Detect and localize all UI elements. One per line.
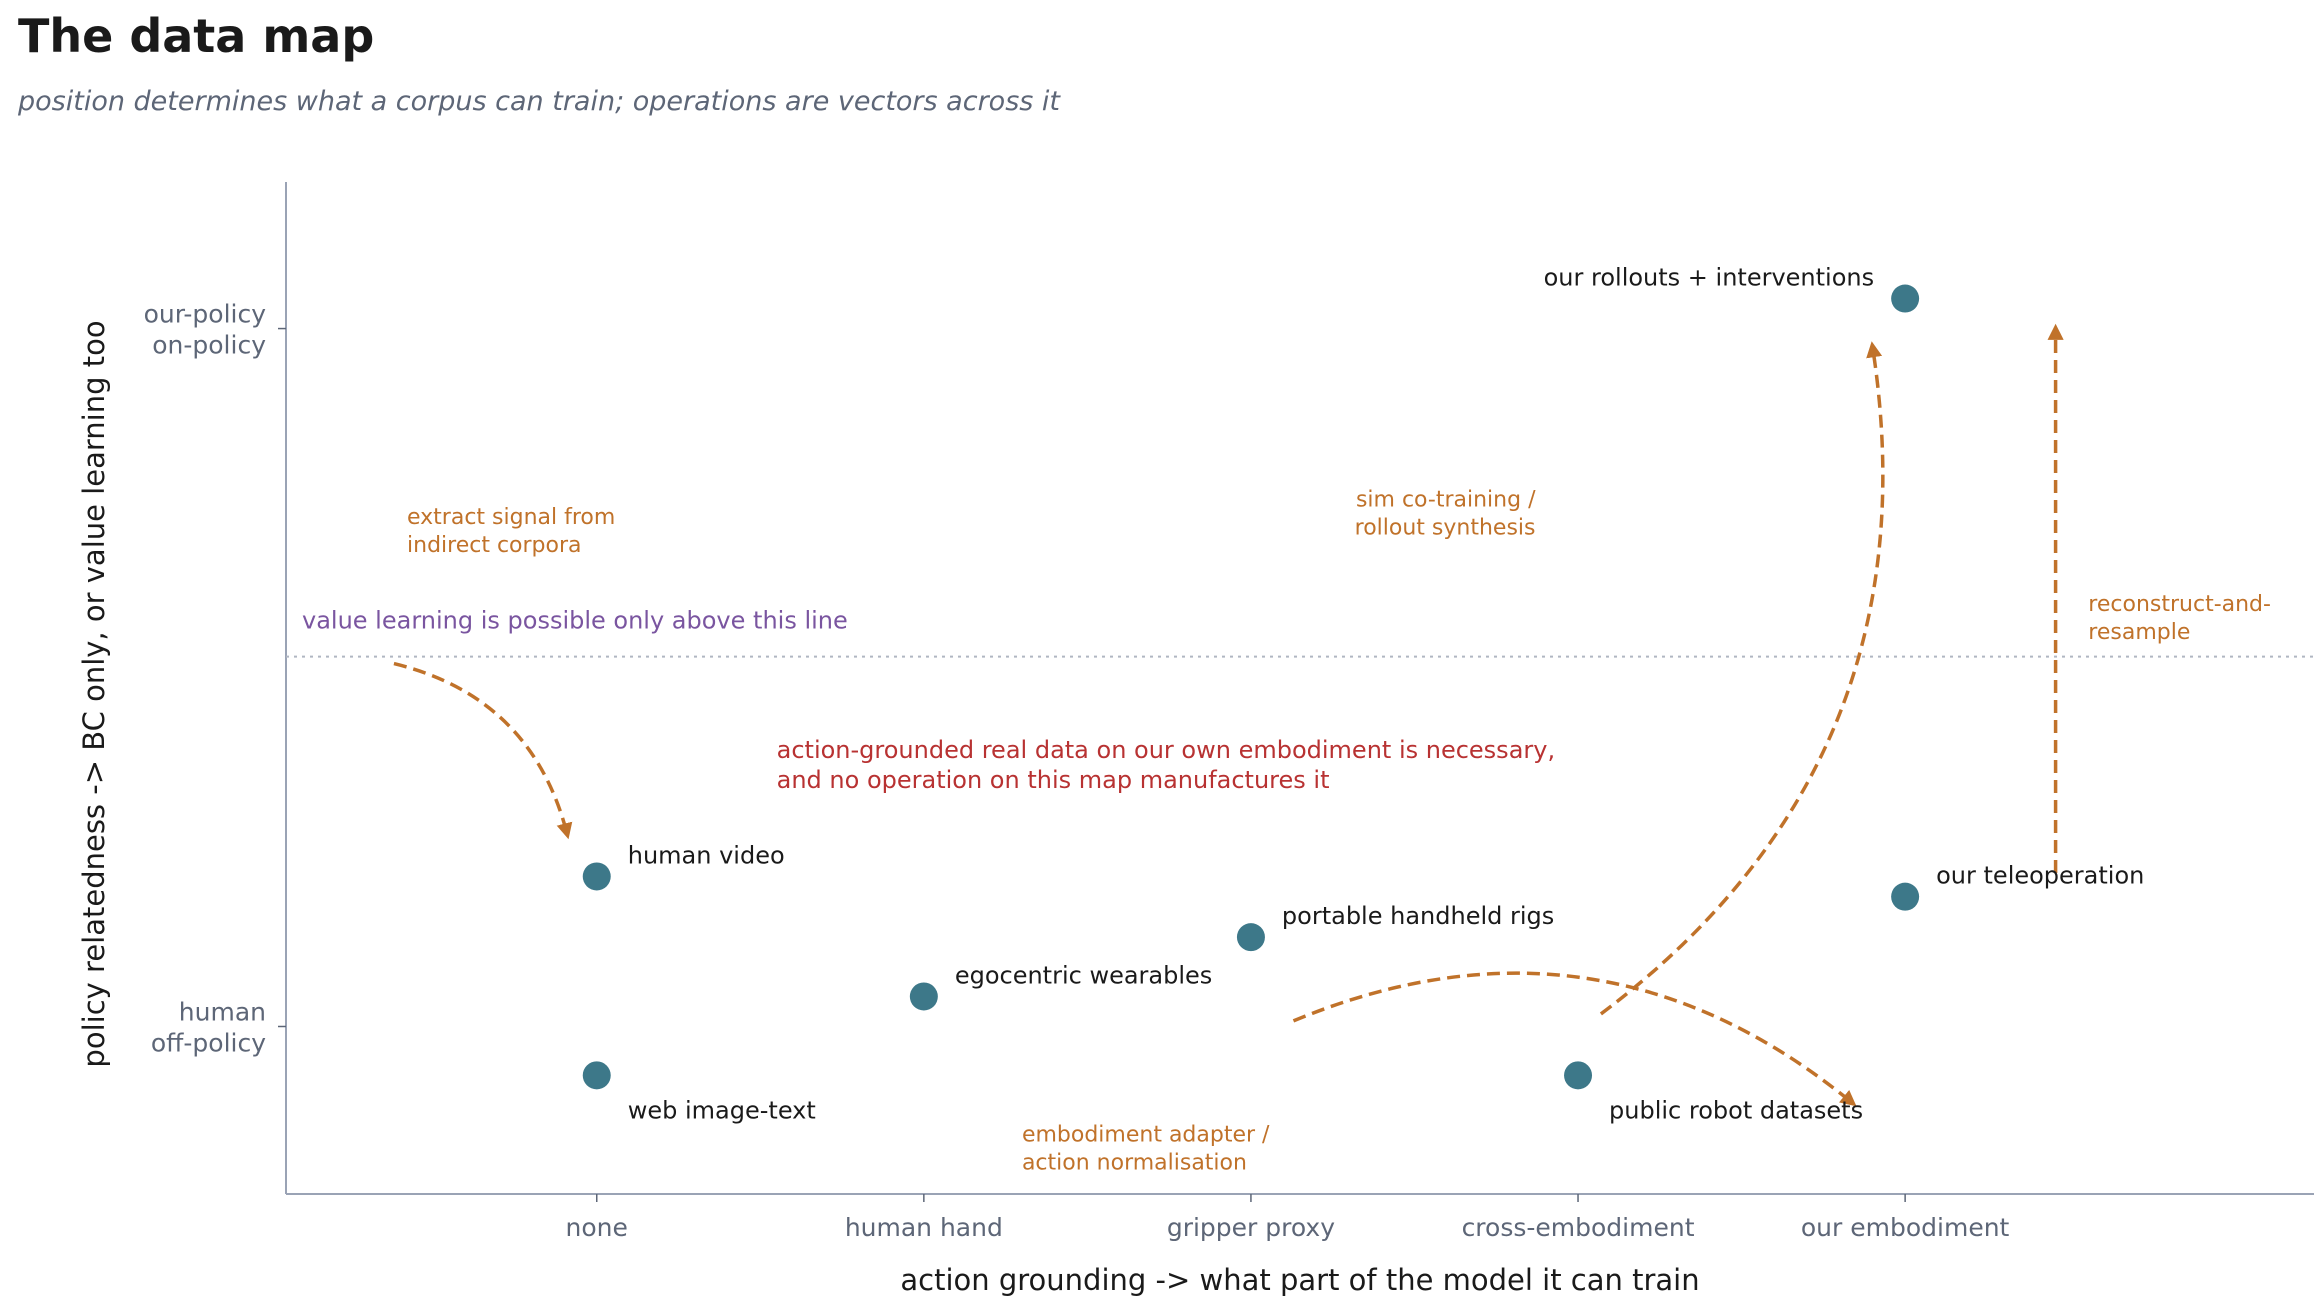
operation-label: sim co-training / rollout synthesis xyxy=(1355,488,1536,541)
necessity-note: action-grounded real data on our own emb… xyxy=(777,736,1555,794)
threshold-label: value learning is possible only above th… xyxy=(302,607,848,635)
data-point xyxy=(1564,1061,1593,1090)
y-tick-label: human off-policy xyxy=(151,997,266,1057)
y-axis-label: policy relatedness -> BC only, or value … xyxy=(77,320,111,1067)
operation-label: extract signal from indirect corpora xyxy=(407,505,615,558)
point-label: our teleoperation xyxy=(1936,862,2144,890)
x-tick-label: none xyxy=(566,1213,628,1242)
x-tick-label: human hand xyxy=(845,1213,1003,1242)
plot-area: none human hand gripper proxy cross-embodim… xyxy=(77,182,2314,1297)
data-point xyxy=(582,1061,611,1090)
data-point xyxy=(1891,284,1920,313)
data-point xyxy=(1891,882,1920,911)
point-label: public robot datasets xyxy=(1609,1096,1863,1124)
operation-arrow xyxy=(1599,341,1885,1016)
point-label: web image-text xyxy=(628,1096,816,1124)
data-point xyxy=(1236,923,1265,952)
x-tick-label: our embodiment xyxy=(1801,1213,2010,1242)
operation-label: embodiment adapter / action normalisation xyxy=(1022,1123,1270,1176)
x-tick-label: cross-embodiment xyxy=(1462,1213,1695,1242)
x-tick-label: gripper proxy xyxy=(1167,1213,1335,1242)
point-label: portable handheld rigs xyxy=(1282,902,1554,930)
y-tick-label: our-policy on-policy xyxy=(144,300,267,360)
chart-title: The data map xyxy=(18,9,374,63)
point-label: human video xyxy=(628,841,785,869)
operation-label: reconstruct-and-resample xyxy=(2088,592,2271,645)
point-label: our rollouts + interventions xyxy=(1544,264,1875,292)
chart-subtitle: position determines what a corpus can tr… xyxy=(17,86,1061,117)
operation-arrow xyxy=(393,661,573,840)
point-label: egocentric wearables xyxy=(955,961,1212,989)
data-point xyxy=(582,862,611,891)
operation-arrow xyxy=(1292,971,1857,1107)
data-point xyxy=(909,982,938,1011)
x-axis-label: action grounding -> what part of the mod… xyxy=(900,1263,1699,1297)
